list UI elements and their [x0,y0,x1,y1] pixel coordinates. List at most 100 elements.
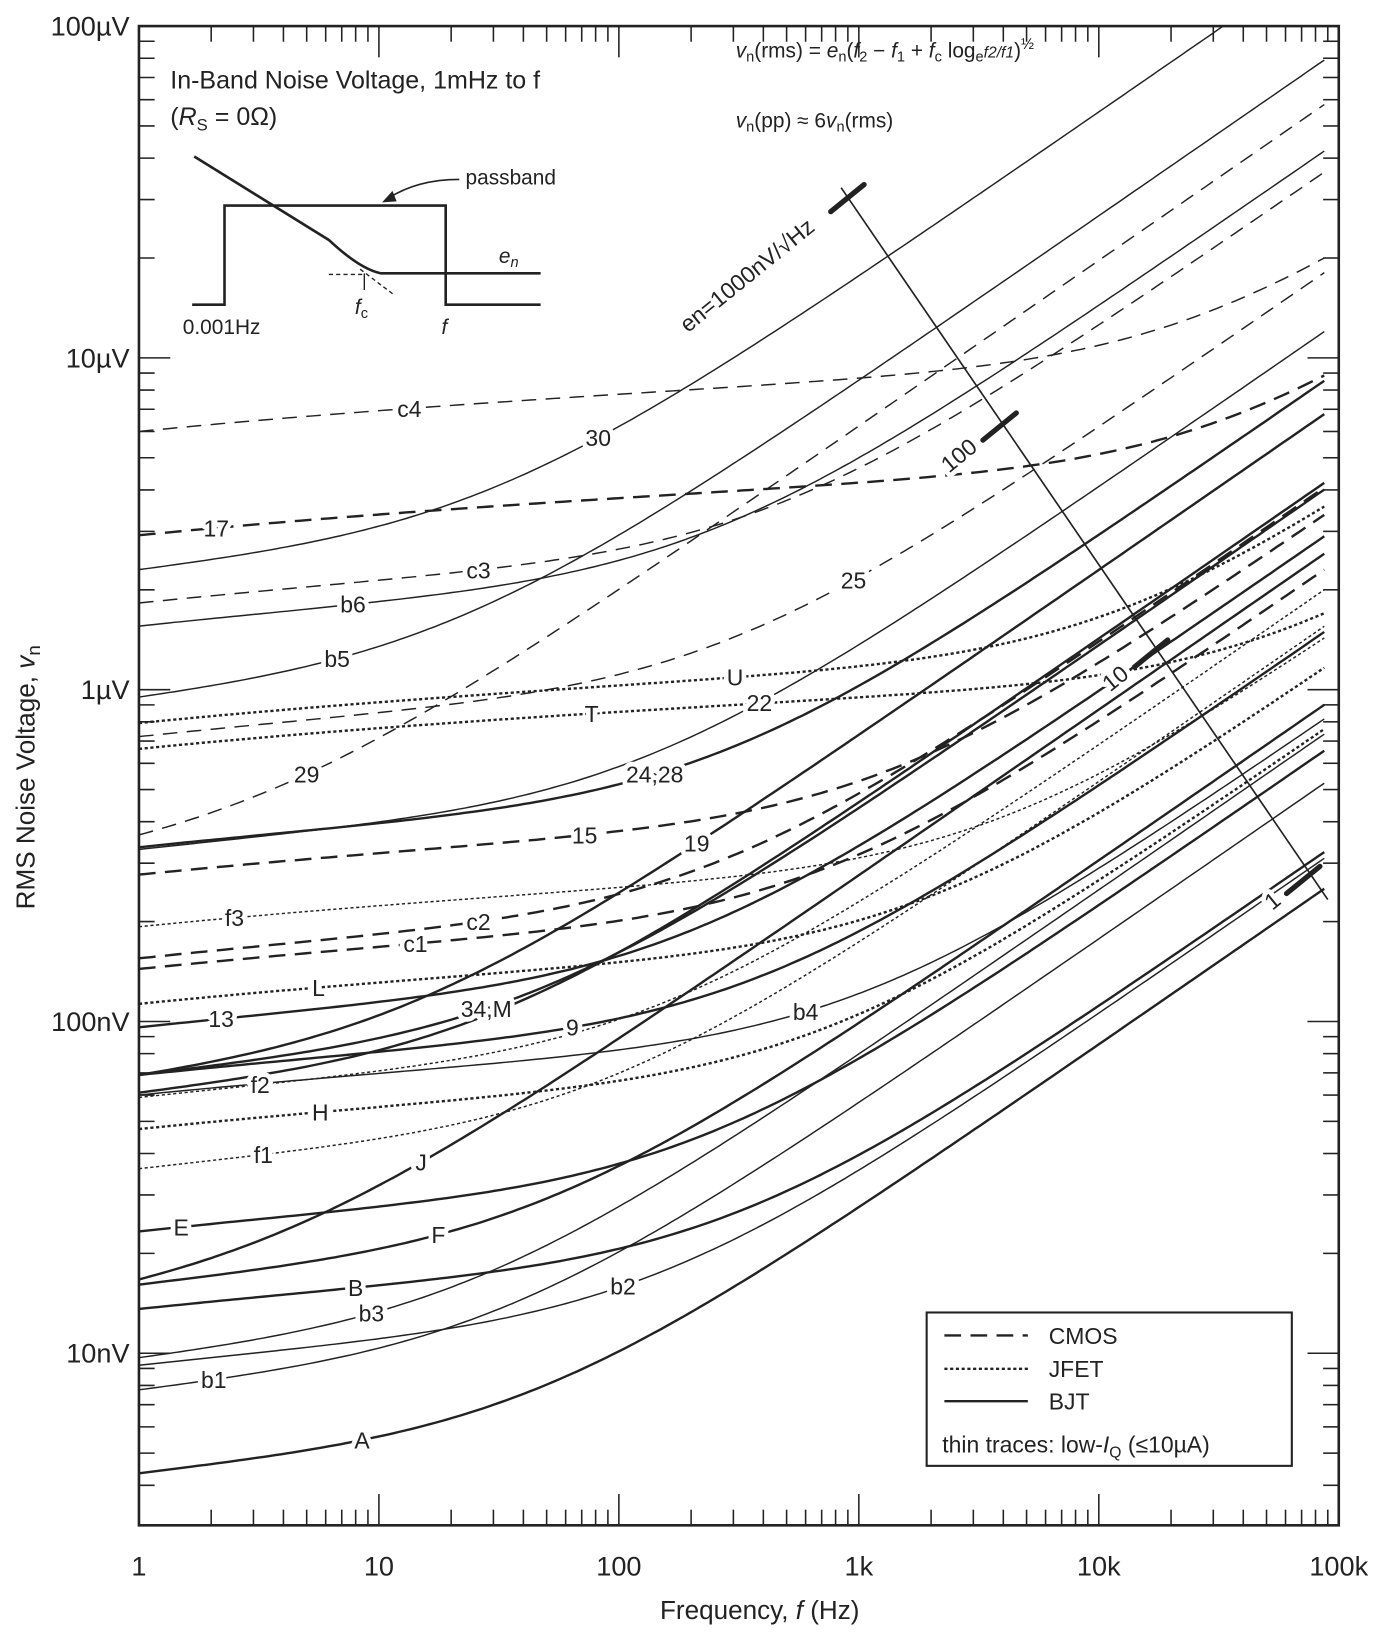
legend-note: thin traces: low-IQ (≤10µA) [942,1431,1209,1461]
en-mark [980,410,1019,443]
curve-label: c1 [403,931,427,957]
series-line-34-m [138,488,1325,1077]
series-line-9 [138,630,1325,1077]
curve-label: c4 [397,396,421,422]
y-axis-title: RMS Noise Voltage, vn [11,645,44,909]
arrowhead-icon [382,190,397,203]
curve-label: 29 [294,761,320,787]
series-line-b5 [138,59,1325,698]
passband-outline [192,204,541,306]
series-line-c4 [138,257,1325,433]
fc-label: fc [355,296,368,322]
series-line-f3 [138,637,1325,928]
noise-density-curve [193,155,541,275]
passband-arrow [387,178,460,199]
formula-rms: vn(rms) = en(f2 − f1 + fc logef2/f1)½ [736,36,1034,66]
y-tick-label: 1µV [81,674,130,705]
series-line-22 [138,330,1325,851]
series-line-c2 [138,486,1325,960]
series-line-f2 [138,589,1325,1099]
curve-label: b3 [359,1301,385,1327]
curve-label: f2 [251,1072,270,1098]
series-line-b1 [138,782,1325,1391]
series-line-b2 [138,857,1325,1367]
tick-labels: 1 10 100 1k 10k 100k 100µV 10µV 1µV 100nV 10nV [51,10,1369,1581]
x-tick-label: 10k [1077,1550,1121,1581]
x-tick-label: 100 [596,1550,641,1581]
curve-label: b6 [340,592,366,618]
curve-label: c3 [466,557,490,583]
curve-label: 24,28 [626,762,683,788]
curve-label: L [312,975,325,1001]
series-line-25 [138,272,1325,738]
chart-title: In-Band Noise Voltage, 1mHz to f [170,67,540,95]
y-tick-label: 100nV [51,1006,129,1037]
x-tick-label: 1k [845,1550,874,1581]
curve-label: A [354,1427,370,1453]
series-line-f [138,703,1325,1286]
curve-label: H [312,1099,329,1125]
series-line-l [138,666,1325,1006]
series-line-b [138,851,1325,1311]
curve-label: b4 [793,999,819,1025]
curve-label: b2 [610,1273,636,1299]
axis-ticks [138,26,1339,1526]
curve-label: 19 [684,831,710,857]
series-group [138,26,1325,1475]
series-line-17 [138,374,1325,537]
curve-label: B [348,1275,363,1301]
series-line-u [138,505,1325,725]
curve-labels: c4 17 c3 29 25 15 c2 c1 U Tf3 Lf2 Hf1 30 b6 b5 24,28 22 1… [169,391,871,1458]
x-tick-label: 1 [131,1550,146,1581]
curve-label: 34,M [461,996,512,1022]
series-line-c3 [138,171,1325,604]
curve-label: 25 [841,567,867,593]
en-mark-label: 1 [1259,887,1285,915]
curve-label: U [727,665,744,691]
plot-frame [137,24,1341,1527]
series-line-29 [138,103,1325,836]
y-tick-label: 10µV [66,342,130,373]
passband-label: passband [466,167,556,190]
series-line-f1 [138,625,1325,1170]
series-line-a [138,887,1325,1475]
en-mark [1283,863,1323,897]
series-line-b6 [138,150,1325,627]
legend: CMOS JFET BJT thin traces: low-IQ (≤10µA… [925,1311,1293,1467]
x-tick-label: 100k [1309,1550,1368,1581]
curve-label: b1 [201,1367,227,1393]
en-mark-label: en=1000nV/√Hz [675,213,820,337]
series-line-unlabeled [138,481,1325,1094]
curve-label: F [431,1222,445,1248]
passband-inset-diagram [192,155,541,306]
legend-label-bjt: BJT [1049,1389,1090,1415]
curve-label: 15 [572,822,598,848]
legend-label-jfet: JFET [1049,1356,1104,1382]
series-line-b3 [138,733,1325,1359]
series-line-h [138,728,1325,1131]
curve-label: f3 [225,905,244,931]
curve-label: E [174,1214,189,1240]
series-line-13 [138,535,1325,1029]
en-label: en [499,245,519,271]
en-mark [1131,637,1171,670]
f-label: f [442,316,450,339]
en-mark [828,181,867,215]
curve-label: T [585,701,599,727]
curve-label: J [415,1149,426,1175]
y-tick-label: 10nV [66,1338,129,1369]
series-line-e [138,749,1325,1233]
series-line-19 [138,413,1325,1077]
y-tick-label: 100µV [51,10,130,41]
x-axis-title: Frequency, f (Hz) [660,1595,860,1625]
en-reference-line [840,187,1329,901]
series-line-b4 [138,718,1325,1096]
series-line-30 [138,26,1225,571]
series-line-j [138,552,1325,1281]
curve-label: 9 [566,1015,579,1041]
curve-label: 30 [585,425,611,451]
curve-label: c2 [466,909,490,935]
curve-label: 22 [747,690,773,716]
curve-label: b5 [324,646,350,672]
